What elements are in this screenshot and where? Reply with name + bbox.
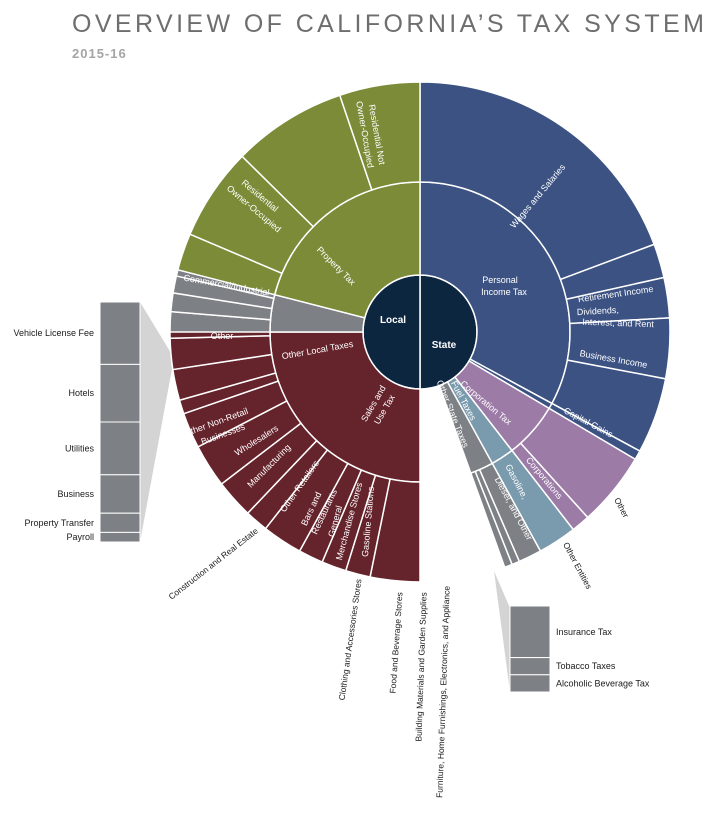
callout-label-property-transfer: Property Transfer <box>24 518 94 528</box>
callout-label-vehicle-license-fee: Vehicle License Fee <box>13 328 94 338</box>
arc-layer <box>169 81 671 583</box>
callout-layer: Vehicle License Fee Hotels Utilities Busine… <box>13 301 650 693</box>
callout-label-payroll: Payroll <box>66 532 94 542</box>
callout-box-insurance-tax <box>509 605 551 659</box>
callout-label-tobacco-taxes: Tobacco Taxes <box>556 661 616 671</box>
other-small-label: Other <box>612 496 631 520</box>
callout-label-hotels: Hotels <box>68 388 94 398</box>
other-entities-label: Other Entities <box>561 541 594 591</box>
building-label: Building Materials and Garden Supplies <box>413 592 428 742</box>
callout-label-insurance-tax: Insurance Tax <box>556 627 612 637</box>
callout-label-business: Business <box>57 489 94 499</box>
callout-box-tobacco-taxes <box>509 657 551 676</box>
pit-label-1: Personal <box>482 275 518 285</box>
core-label-local: Local <box>380 315 406 326</box>
arc-residential-not-owner-occupied <box>338 81 421 191</box>
food-label: Food and Beverage Stores <box>387 592 404 694</box>
construction-label: Construction and Real Estate <box>167 525 260 601</box>
callout-label-alcoholic-beverage-tax: Alcoholic Beverage Tax <box>556 678 650 688</box>
clothing-label: Clothing and Accessories Stores <box>337 578 364 701</box>
prop-other-label: Other <box>211 331 234 341</box>
callout-box-alcoholic-beverage-tax <box>509 674 551 693</box>
callout-box-utilities <box>99 421 141 476</box>
callout-box-property-transfer <box>99 512 141 533</box>
callout-band-other-local <box>140 302 174 542</box>
chart-title: OVERVIEW OF CALIFORNIA’S TAX SYSTEM <box>72 10 708 38</box>
pit-label-2: Income Tax <box>481 287 527 297</box>
dividends-label-1: Dividends, <box>577 305 619 317</box>
callout-box-business <box>99 474 141 514</box>
callout-box-vehicle-license-fee <box>99 301 141 365</box>
furniture-label: Furniture, Home Furnishings, Electronics… <box>434 585 451 798</box>
core-label-state: State <box>432 340 457 351</box>
callout-box-hotels <box>99 363 141 423</box>
arc-wages-and-salaries <box>419 81 656 281</box>
callout-box-payroll <box>99 531 141 543</box>
callout-band-other-state <box>494 571 510 692</box>
dividends-label-2: Interest, and Rent <box>582 317 654 330</box>
arc-alcoholic-beverage-tax <box>469 470 514 569</box>
chart-subtitle: 2015-16 <box>72 46 127 61</box>
callout-label-utilities: Utilities <box>65 443 95 453</box>
